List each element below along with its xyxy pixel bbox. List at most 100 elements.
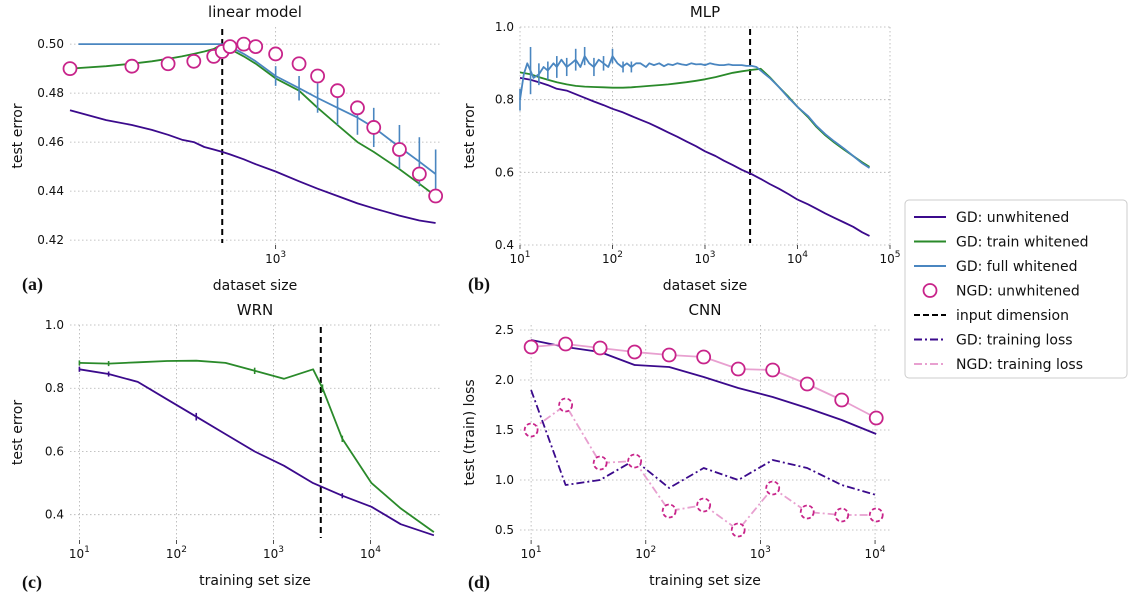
panel-3: 101 102 103 104 0.4 0.6 0.8 1.0 WRN training set … [10,301,440,593]
panel-4: 101 102 103 104 0.5 1.0 1.5 2.0 2.5 CNN training s… [462,301,890,593]
x-axis-label: dataset size [213,278,298,294]
legend-entry-gd-unwhitened: GD: unwhitened [914,210,1069,226]
series-line-gd-training-loss [530,389,877,496]
marker-ngd-training-loss [765,480,781,496]
marker-ngd-training-loss [730,522,746,538]
y-tick-label: 0.6 [45,444,64,458]
x-tick-label: 105 [879,250,900,266]
legend-label: NGD: training loss [956,357,1083,373]
marker-ngd-training-loss [799,504,815,520]
y-tick-label: 2.0 [495,373,514,387]
y-tick-label: 0.8 [45,381,64,395]
panel-label: (d) [468,572,490,593]
marker-ngd-unwhitened [222,39,238,54]
marker-ngd-unwhitened [236,36,252,52]
x-tick-label: 102 [602,250,623,266]
x-axis-label: training set size [649,573,761,589]
x-tick-label: 103 [750,545,771,561]
legend-entry-gd-training-loss: GD: training loss [914,333,1073,349]
y-tick-label: 1.0 [495,20,514,34]
panel-1: 103 0.42 0.44 0.46 0.48 0.50 linear model datas… [10,3,444,295]
marker-ngd-unwhitened [592,340,608,356]
legend-label: GD: unwhitened [956,210,1069,226]
legend-label: GD: train whitened [956,235,1089,251]
panel-2: 101 102 103 104 105 0.4 0.6 0.8 1.0 MLP dataset si… [462,3,901,295]
legend-frame [904,199,1128,379]
legend-entry-gd-train-whitened: GD: train whitened [914,235,1089,251]
y-tick-label: 0.8 [495,93,514,107]
marker-ngd-unwhitened [428,188,444,204]
x-axis-label: training set size [199,573,311,589]
marker-ngd-unwhitened [366,120,382,135]
marker-ngd-unwhitened [523,339,539,355]
marker-ngd-unwhitened [834,392,850,408]
y-tick-label: 1.5 [495,423,514,437]
y-tick-label: 0.4 [45,508,64,522]
marker-ngd-unwhitened [392,142,407,157]
marker-ngd-training-loss [558,397,574,413]
legend-label: NGD: unwhitened [956,284,1080,300]
series-line-gd-unwhitened [69,109,436,224]
marker-ngd-unwhitened [627,344,643,360]
legend-entry-ngd-unwhitened: NGD: unwhitened [922,283,1080,300]
y-tick-label: 0.46 [37,135,64,149]
x-tick-label: 104 [865,545,886,561]
y-axis-label: test error [10,400,26,465]
y-tick-label: 0.42 [37,233,64,247]
x-tick-label: 103 [265,250,286,266]
x-axis-label: dataset size [663,278,748,294]
y-tick-label: 0.44 [37,184,64,198]
marker-ngd-unwhitened [268,46,284,62]
series-line-gd-train-whitened [519,67,870,168]
x-tick-label: 103 [694,250,715,266]
x-tick-label: 101 [69,545,90,561]
series-line-gd-unwhitened [519,77,870,237]
marker-ngd-training-loss [834,507,850,523]
panel-label: (b) [468,274,490,295]
y-tick-label: 0.48 [37,86,64,100]
panel-title: linear model [208,3,302,21]
y-axis-label: test error [10,103,26,168]
marker-ngd-unwhitened [799,376,815,392]
marker-ngd-unwhitened [186,53,202,69]
y-tick-label: 0.5 [495,523,514,537]
legend-label: input dimension [956,308,1069,324]
marker-ngd-unwhitened [62,61,78,77]
x-tick-label: 101 [509,250,530,266]
panel-label: (c) [22,572,42,593]
marker-ngd-unwhitened [350,100,365,116]
marker-ngd-unwhitened [868,410,884,426]
legend: GD: unwhitened GD: train whitened GD: full… [904,199,1128,379]
y-axis-label: test error [462,103,478,168]
marker-ngd-unwhitened [661,347,677,363]
y-tick-label: 2.5 [495,323,514,337]
series-line-gd-full-whitened [519,55,870,169]
x-tick-label: 101 [521,545,542,561]
y-tick-label: 0.6 [495,165,514,179]
marker-ngd-unwhitened [765,362,781,378]
marker-ngd-unwhitened [310,68,326,84]
legend-entry-ngd-training-loss: NGD: training loss [914,357,1083,373]
series-line-gd-full-whitened [78,43,437,175]
marker-ngd-unwhitened [330,83,345,99]
marker-ngd-training-loss [868,507,884,523]
panel-title: CNN [689,301,722,319]
legend-entry-gd-full-whitened: GD: full whitened [914,259,1078,275]
legend-label: GD: full whitened [956,259,1078,275]
legend-swatch [922,283,938,298]
marker-ngd-training-loss [661,503,677,519]
panel-title: WRN [237,301,273,319]
marker-ngd-unwhitened [124,58,140,74]
series-line-gd-train-whitened [69,43,437,197]
x-tick-label: 104 [360,545,381,561]
panel-label: (a) [22,274,43,295]
x-tick-label: 102 [635,545,656,561]
marker-ngd-unwhitened [291,56,307,72]
series-line-gd-unwhitened [79,368,435,537]
y-axis-label: test (train) loss [462,379,478,485]
marker-ngd-training-loss [523,422,539,438]
y-tick-label: 1.0 [495,473,514,487]
marker-ngd-unwhitened [730,361,746,377]
marker-ngd-training-loss [627,453,643,469]
